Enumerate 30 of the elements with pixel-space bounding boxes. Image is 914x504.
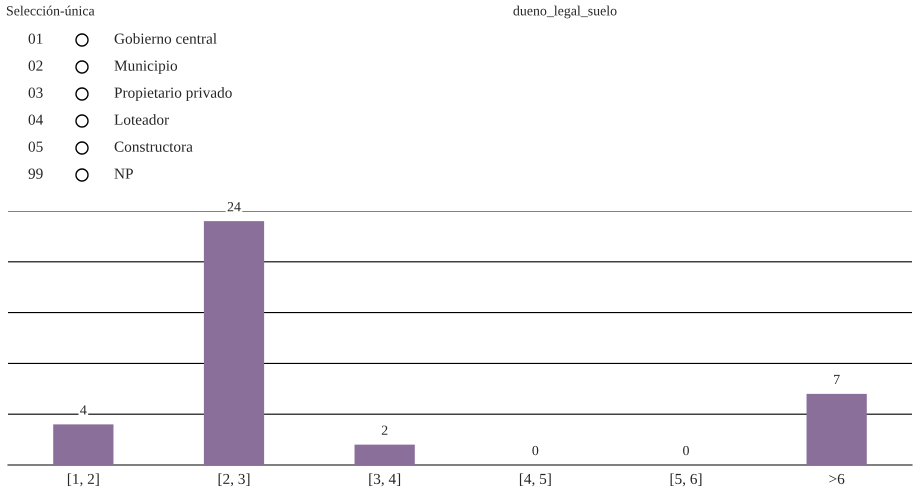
x-tick-label: [2, 3] bbox=[218, 473, 250, 486]
data-label: 0 bbox=[532, 446, 538, 456]
data-label: 24 bbox=[228, 202, 241, 212]
text: Constructora bbox=[114, 142, 193, 152]
bar bbox=[53, 424, 114, 465]
x-tick-label: [3, 4] bbox=[369, 473, 400, 486]
chart-title: dueno_legal_suelo bbox=[513, 6, 617, 18]
bar bbox=[204, 221, 264, 465]
bar bbox=[806, 394, 867, 465]
text: NP bbox=[114, 168, 133, 179]
text: 02 bbox=[28, 60, 42, 71]
text: 04 bbox=[28, 114, 44, 125]
text: 03 bbox=[28, 88, 43, 98]
text: Gobierno central bbox=[114, 33, 217, 44]
data-label: 7 bbox=[834, 374, 840, 384]
text: 05 bbox=[28, 142, 43, 152]
text: Propietario privado bbox=[114, 87, 232, 101]
data-label: 4 bbox=[80, 405, 87, 414]
chart-subtitle: Selección-única bbox=[6, 6, 94, 16]
data-label: 0 bbox=[683, 446, 689, 456]
x-tick-label: [5, 6] bbox=[670, 473, 702, 486]
bar bbox=[354, 444, 415, 465]
data-label: 2 bbox=[382, 426, 388, 435]
x-tick-label: [1, 2] bbox=[68, 473, 99, 486]
text: Municipio bbox=[114, 60, 178, 74]
text: 99 bbox=[28, 168, 43, 179]
text: Loteador bbox=[114, 114, 170, 125]
x-tick-label: [4, 5] bbox=[520, 473, 551, 486]
x-tick-label: >6 bbox=[829, 474, 844, 484]
text: 01 bbox=[28, 34, 42, 44]
